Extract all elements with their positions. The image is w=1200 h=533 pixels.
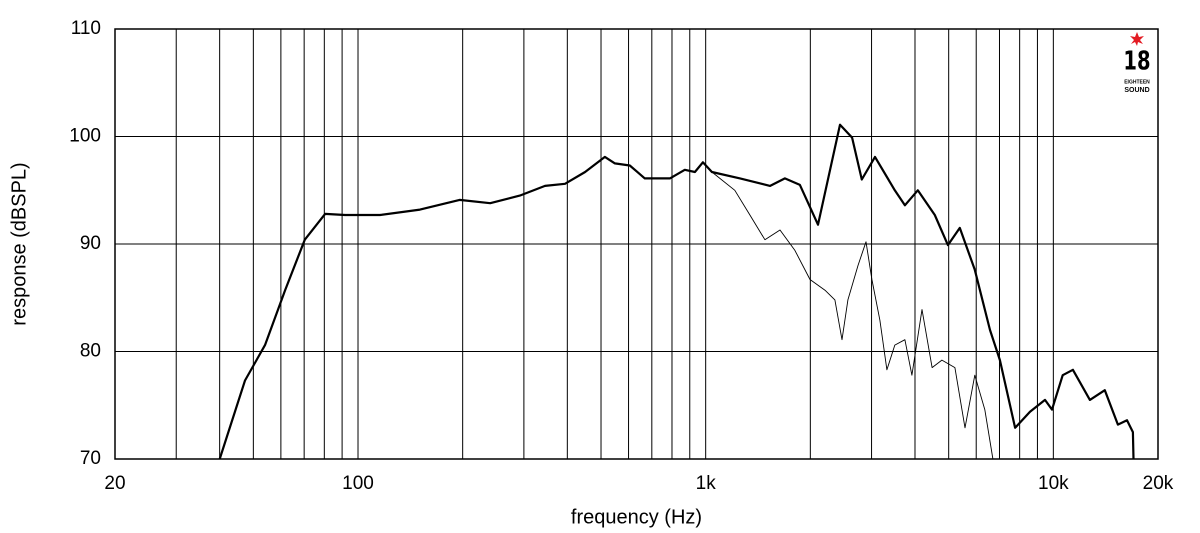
y-tick-label: 80 [80, 341, 101, 362]
y-tick-label: 90 [80, 233, 101, 254]
logo-brand: SOUND [1124, 87, 1149, 94]
y-tick-label: 100 [69, 126, 101, 147]
x-tick-label: 1k [696, 473, 717, 494]
x-tick-label: 10k [1038, 473, 1069, 494]
y-axis-label: response (dBSPL) [8, 162, 30, 325]
logo-star [1130, 32, 1144, 46]
y-tick-label: 110 [71, 18, 101, 39]
x-axis-label: frequency (Hz) [571, 506, 702, 528]
logo: 18 EIGHTEEN SOUND [1120, 32, 1152, 98]
x-tick-label: 20 [104, 473, 125, 494]
x-tick-label: 100 [342, 473, 374, 494]
x-tick-label: 20k [1143, 473, 1174, 494]
logo-number: 18 [1123, 47, 1150, 76]
logo-brand: EIGHTEEN [1124, 79, 1150, 85]
plot-frame [114, 28, 1159, 460]
response-line [219, 156, 994, 460]
y-tick-label: 70 [80, 448, 101, 469]
